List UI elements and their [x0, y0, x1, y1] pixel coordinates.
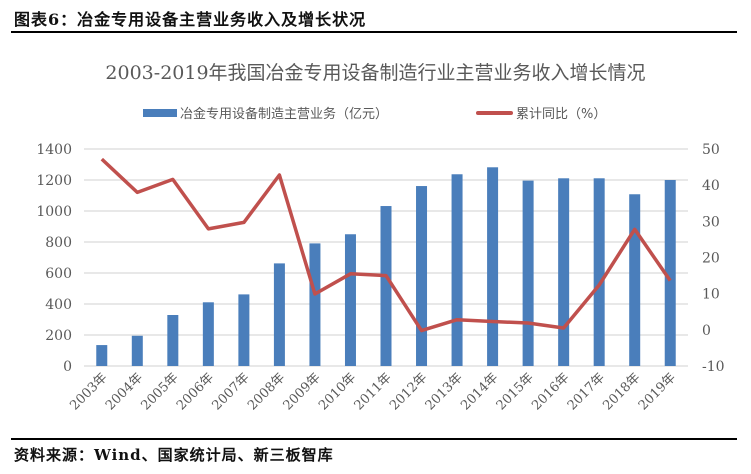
revenue-bar	[664, 180, 676, 366]
right-tick-label: -10	[702, 359, 725, 375]
right-tick-label: 20	[702, 251, 720, 267]
x-tick-label: 2013年	[423, 370, 466, 413]
x-tick-label: 2011年	[352, 370, 395, 413]
x-tick-label: 2009年	[281, 370, 324, 413]
legend-label-yoy: 累计同比（%）	[516, 107, 607, 122]
x-tick-label: 2019年	[636, 370, 679, 413]
right-tick-label: 10	[702, 287, 720, 303]
right-tick-label: 40	[702, 178, 720, 194]
right-axis-ticks: -10 0 10 20 30 40 50	[702, 142, 725, 375]
x-tick-label: 2003年	[67, 370, 110, 413]
x-tick-label: 2004年	[103, 370, 146, 413]
right-tick-label: 0	[702, 323, 711, 339]
left-tick-label: 600	[45, 266, 72, 282]
chart-title: 2003-2019年我国冶金专用设备制造行业主营业务收入增长情况	[105, 62, 646, 84]
revenue-bar	[558, 178, 570, 366]
legend-label-revenue: 冶金专用设备制造主营业务（亿元）	[180, 107, 389, 122]
left-tick-label: 1000	[36, 204, 72, 220]
revenue-bar	[451, 174, 463, 366]
revenue-bar	[167, 315, 179, 366]
revenue-bar	[238, 294, 250, 366]
x-tick-label: 2007年	[210, 370, 253, 413]
legend-item-yoy: 累计同比（%）	[476, 103, 606, 122]
left-tick-label: 1400	[36, 142, 72, 158]
revenue-bar	[629, 194, 641, 366]
revenue-bar	[487, 167, 499, 366]
left-tick-label: 200	[45, 328, 72, 344]
x-tick-label: 2012年	[387, 370, 430, 413]
x-tick-label: 2008年	[245, 370, 288, 413]
x-tick-label: 2014年	[458, 370, 501, 413]
header-rule	[11, 31, 737, 33]
revenue-bar	[522, 180, 534, 366]
revenue-bar	[96, 345, 108, 366]
left-tick-label: 0	[63, 359, 72, 375]
revenue-bar	[380, 206, 392, 366]
x-tick-label: 2017年	[565, 370, 608, 413]
figure-header: 图表6：冶金专用设备主营业务收入及增长状况	[14, 10, 367, 29]
chart-legend: 冶金专用设备制造主营业务（亿元） 累计同比（%）	[0, 103, 751, 123]
footer-rule	[11, 438, 737, 440]
revenue-bar	[593, 178, 605, 366]
x-tick-label: 2018年	[600, 370, 643, 413]
revenue-bar	[273, 263, 285, 366]
x-tick-label: 2010年	[316, 370, 359, 413]
x-tick-label: 2005年	[138, 370, 181, 413]
x-axis-labels: 2003年2004年2005年2006年2007年2008年2009年2010年…	[67, 370, 679, 413]
source-note: 资料来源：Wind、国家统计局、新三板智库	[14, 446, 334, 464]
revenue-bar	[131, 335, 143, 366]
revenue-bars	[96, 167, 676, 366]
x-tick-label: 2016年	[529, 370, 572, 413]
revenue-bar	[344, 234, 356, 366]
line-swatch-icon	[476, 110, 513, 115]
bar-swatch-icon	[143, 108, 177, 117]
legend-item-revenue: 冶金专用设备制造主营业务（亿元）	[143, 103, 388, 122]
revenue-bar	[416, 186, 428, 366]
yoy-polyline	[100, 157, 672, 333]
revenue-bar	[202, 302, 214, 366]
right-tick-label: 30	[702, 214, 720, 230]
yoy-line	[100, 157, 672, 333]
revenue-bar	[309, 243, 321, 366]
left-tick-label: 800	[45, 235, 72, 251]
left-tick-label: 400	[45, 297, 72, 313]
left-tick-label: 1200	[36, 173, 72, 189]
left-axis-ticks: 0 200 400 600 800 1000 1200 1400	[36, 142, 72, 375]
x-tick-label: 2015年	[494, 370, 537, 413]
x-tick-label: 2006年	[174, 370, 217, 413]
right-tick-label: 50	[702, 142, 720, 158]
